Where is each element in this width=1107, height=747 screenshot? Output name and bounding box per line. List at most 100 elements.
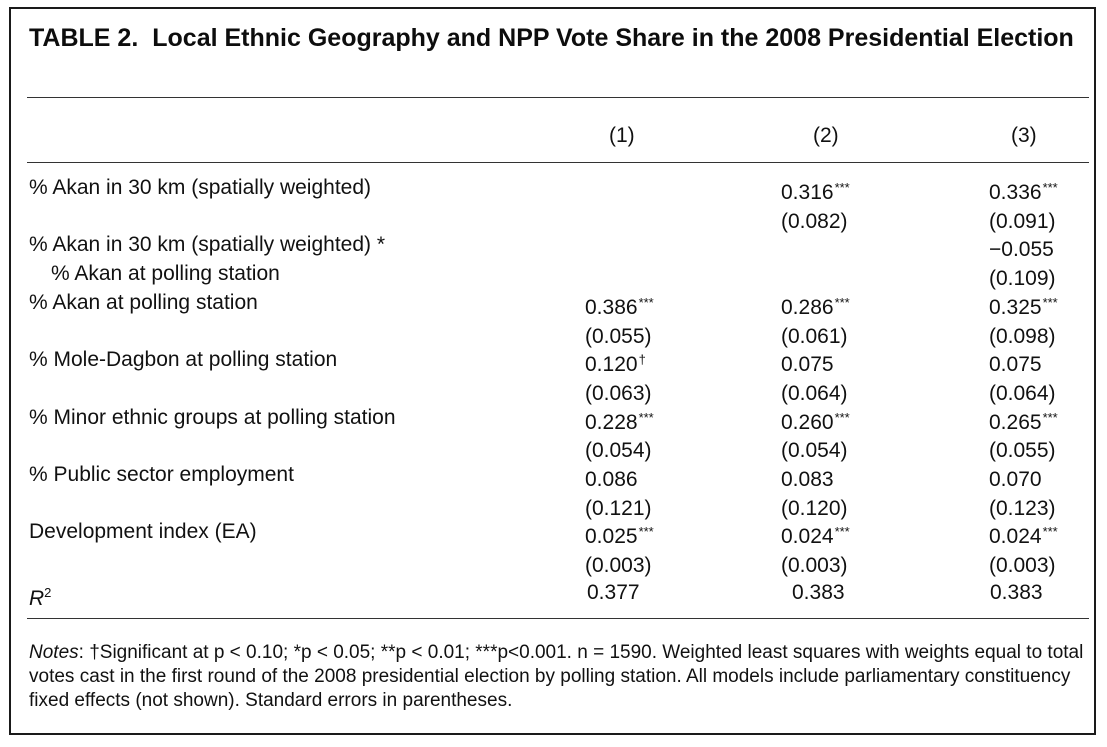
table-cell: 0.265*** xyxy=(989,403,1058,437)
significance-marker: *** xyxy=(638,409,654,425)
significance-marker: *** xyxy=(834,524,850,540)
row-label: % Akan in 30 km (spatially weighted) * xyxy=(29,233,386,257)
cell-value: 0.075 xyxy=(781,353,834,377)
cell-value: (0.123) xyxy=(989,496,1056,520)
cell-value: (0.054) xyxy=(781,439,848,463)
significance-marker: *** xyxy=(834,180,850,195)
cell-value: 0.325 xyxy=(989,295,1042,319)
column-header: (1) xyxy=(609,124,635,147)
row-label: % Akan in 30 km (spatially weighted) xyxy=(29,176,371,199)
table-row: % Akan at polling station (0.109) xyxy=(11,259,1098,290)
cell-value: (0.061) xyxy=(781,324,848,348)
table-cell: 0.024*** xyxy=(989,517,1058,551)
table-cell: 0.086 xyxy=(585,460,639,494)
table-cell: 0.075 xyxy=(781,345,835,379)
table-row: (0.054) (0.054) (0.055) xyxy=(11,431,1098,463)
cell-value: −0.055 xyxy=(989,238,1054,262)
table-row: % Public sector employment 0.086 0.083 0.07… xyxy=(11,460,1098,491)
significance-marker: *** xyxy=(1042,524,1058,540)
r-squared-value: 0.377 xyxy=(587,581,640,604)
cell-value: (0.054) xyxy=(585,439,652,463)
table-cell: (0.055) xyxy=(989,431,1057,465)
column-header: (3) xyxy=(1011,124,1037,147)
row-label: % Mole-Dagbon at polling station xyxy=(29,348,338,372)
r-squared-value: 0.383 xyxy=(990,581,1043,604)
table-row: (0.121) (0.120) (0.123) xyxy=(11,489,1098,520)
table-frame: TABLE 2. Local Ethnic Geography and NPP V… xyxy=(9,7,1096,735)
cell-value: (0.120) xyxy=(781,496,848,520)
cell-value: 0.386 xyxy=(585,295,638,319)
table-cell: 0.325*** xyxy=(989,288,1058,322)
table-row: % Akan in 30 km (spatially weighted) 0.31… xyxy=(11,173,1098,204)
table-row: (0.082) (0.091) xyxy=(11,202,1098,233)
cell-value: 0.086 xyxy=(585,468,638,491)
table-cell: (0.054) xyxy=(781,431,849,465)
table-cell: 0.120† xyxy=(585,345,646,379)
table-cell: 0.286*** xyxy=(781,288,850,322)
table-row: Development index (EA) 0.025*** 0.024*** 0.… xyxy=(11,517,1098,549)
cell-value: (0.098) xyxy=(989,324,1056,348)
significance-marker: *** xyxy=(834,294,850,310)
table-cell: 0.260*** xyxy=(781,403,850,437)
table-cell: (0.003) xyxy=(781,546,849,580)
table-cell: (0.082) xyxy=(781,202,849,236)
cell-value: (0.055) xyxy=(585,324,652,348)
table-cell: (0.064) xyxy=(989,374,1057,408)
table-cell: 0.228*** xyxy=(585,403,654,437)
table-label: TABLE 2. xyxy=(29,24,139,52)
table-notes: Notes: †Significant at p < 0.10; *p < 0.… xyxy=(29,641,1089,713)
table-cell: (0.055) xyxy=(585,317,653,351)
cell-value: 0.286 xyxy=(781,295,834,319)
table-cell: 0.025*** xyxy=(585,517,654,551)
significance-marker: † xyxy=(638,352,646,368)
cell-value: (0.003) xyxy=(989,554,1056,578)
table-cell: 0.316*** xyxy=(781,173,850,207)
table-cell: (0.061) xyxy=(781,317,849,351)
row-label: Development index (EA) xyxy=(29,520,257,544)
notes-lead: Notes xyxy=(29,642,79,663)
cell-value: (0.091) xyxy=(989,209,1056,233)
significance-marker: *** xyxy=(1042,409,1058,425)
cell-value: (0.109) xyxy=(989,267,1056,291)
table-cell: (0.121) xyxy=(585,489,653,523)
table-row: % Akan in 30 km (spatially weighted) * −0… xyxy=(11,230,1098,261)
cell-value: 0.083 xyxy=(781,468,834,491)
table-row: % Minor ethnic groups at polling station… xyxy=(11,403,1098,434)
table-cell: −0.055 xyxy=(989,230,1055,264)
table-cell: 0.386*** xyxy=(585,288,654,322)
table-cell: 0.070 xyxy=(989,460,1043,494)
table-row: (0.055) (0.061) (0.098) xyxy=(11,317,1098,348)
cell-value: 0.336 xyxy=(989,181,1042,204)
table-title: TABLE 2. Local Ethnic Geography and NPP V… xyxy=(29,23,1089,53)
cell-value: 0.024 xyxy=(781,525,834,549)
cell-value: 0.120 xyxy=(585,353,638,377)
table-row: % Akan at polling station 0.386*** 0.286**… xyxy=(11,288,1098,319)
table-row: (0.063) (0.064) (0.064) xyxy=(11,374,1098,405)
header-row: (1) (2) (3) xyxy=(11,121,1098,150)
cell-value: (0.082) xyxy=(781,209,848,233)
significance-marker: *** xyxy=(1042,294,1058,310)
cell-value: 0.070 xyxy=(989,468,1042,491)
table-cell: (0.109) xyxy=(989,259,1057,293)
significance-marker: *** xyxy=(638,294,654,310)
r-squared-row: R2 0.377 0.383 0.383 xyxy=(11,578,1098,610)
cell-value: 0.075 xyxy=(989,353,1042,377)
cell-value: (0.055) xyxy=(989,439,1056,463)
header-rule xyxy=(27,162,1089,163)
cell-value: (0.063) xyxy=(585,381,652,405)
cell-value: (0.003) xyxy=(781,554,848,578)
table-cell: (0.123) xyxy=(989,489,1057,523)
table-cell: (0.003) xyxy=(585,546,653,580)
cell-value: 0.260 xyxy=(781,410,834,434)
table-cell: 0.083 xyxy=(781,460,835,494)
table-cell: (0.091) xyxy=(989,202,1057,236)
table-cell: (0.063) xyxy=(585,374,653,408)
row-label: % Public sector employment xyxy=(29,463,294,486)
bottom-rule xyxy=(27,618,1089,619)
r-squared-label: R2 xyxy=(29,585,52,610)
row-label: % Akan at polling station xyxy=(29,290,258,314)
cell-value: (0.003) xyxy=(585,554,652,578)
table-cell: 0.075 xyxy=(989,345,1043,379)
table-cell: (0.120) xyxy=(781,489,849,523)
table-cell: (0.098) xyxy=(989,317,1057,351)
